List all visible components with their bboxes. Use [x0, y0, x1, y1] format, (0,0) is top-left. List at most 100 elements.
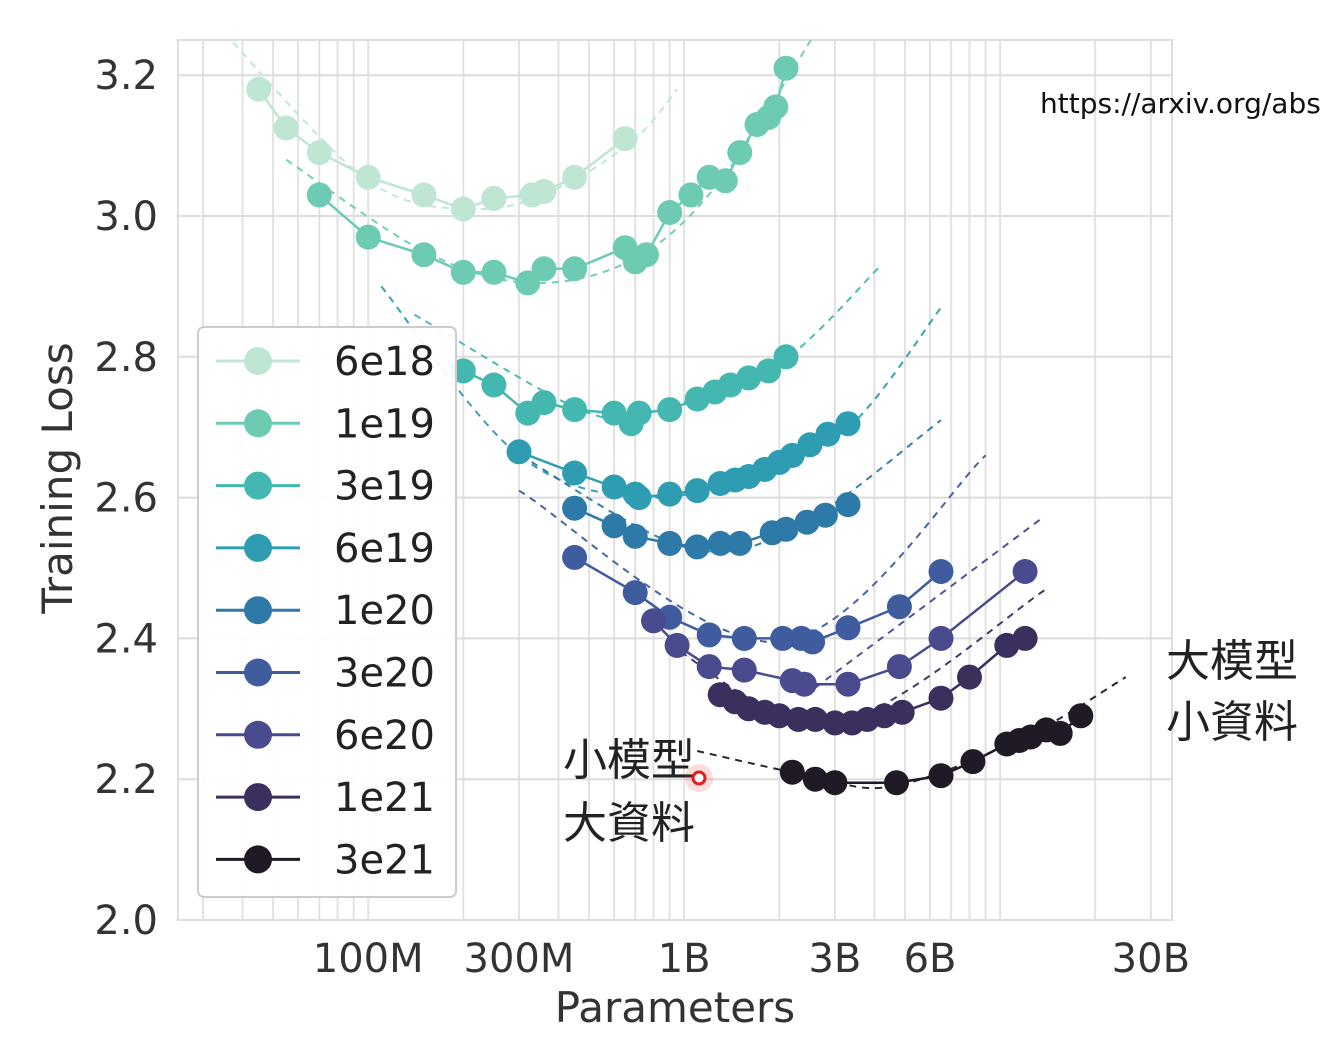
data-point [928, 685, 954, 711]
data-point [626, 485, 652, 511]
x-tick-label: 300M [464, 936, 575, 982]
legend-box [197, 326, 457, 898]
data-point [928, 625, 954, 651]
data-point [562, 164, 588, 190]
data-point [481, 185, 507, 211]
data-point [481, 372, 507, 398]
data-point [531, 178, 557, 204]
annotation-big-model-small-data: 大模型 小資料 [1166, 636, 1298, 748]
data-point [802, 766, 828, 792]
data-point [601, 474, 627, 500]
data-point [835, 671, 861, 697]
data-point [696, 654, 722, 680]
legend-marker [244, 471, 272, 500]
data-point [626, 400, 652, 426]
legend-marker [244, 596, 272, 625]
annotation-line-2: 小資料 [1166, 697, 1298, 748]
data-point [957, 664, 982, 690]
data-point [411, 242, 437, 268]
legend-entry-6e19: 6e19 [216, 526, 435, 572]
plot-frame [177, 39, 1173, 921]
data-point [928, 763, 954, 789]
x-tick-label: 6B [904, 936, 957, 982]
x-tick-label: 30B [1112, 936, 1190, 982]
legend-marker [244, 347, 272, 375]
data-point [791, 671, 817, 697]
legend: 6e18 1e19 3e19 6e19 1e20 3e20 6e20 1e21 3e21 [197, 326, 457, 898]
legend-entry-6e20: 6e20 [216, 713, 435, 759]
legend-label: 3e21 [334, 837, 435, 883]
fit-curve-3e19 [413, 264, 882, 421]
annotation-small-model-big-data: 小模型 大資料 [563, 735, 695, 849]
data-point [822, 710, 848, 736]
data-point [684, 478, 710, 504]
data-point [696, 622, 722, 648]
x-tick-label: 3B [808, 936, 861, 982]
legend-marker [244, 533, 272, 562]
data-point [773, 344, 799, 370]
data-point [812, 502, 838, 528]
data-point [515, 270, 541, 296]
data-point [306, 140, 332, 166]
data-point [1012, 559, 1038, 584]
data-point [411, 182, 437, 208]
data-point [684, 534, 710, 560]
legend-entry-1e19: 1e19 [216, 401, 435, 447]
x-tick-label: 100M [313, 936, 424, 982]
data-point [766, 703, 792, 729]
data-point [779, 759, 805, 785]
legend-label: 6e19 [334, 526, 435, 572]
legend-label: 6e18 [334, 339, 435, 385]
data-point [657, 200, 683, 225]
data-point [835, 492, 861, 518]
data-point [562, 460, 588, 486]
data-point [727, 530, 753, 556]
legend-entry-1e20: 1e20 [216, 588, 435, 634]
legend-marker [244, 720, 272, 749]
data-point [634, 242, 659, 268]
series-3e20 [562, 544, 954, 655]
y-tick-label: 2.4 [94, 616, 158, 662]
data-point [622, 523, 648, 549]
annotation-line-1: 大模型 [1166, 636, 1298, 687]
legend-label: 1e20 [334, 588, 435, 634]
series-3e21 [779, 703, 1094, 796]
data-point [1068, 703, 1094, 729]
legend-entry-3e21: 3e21 [216, 837, 435, 883]
data-point [306, 182, 332, 208]
data-point [1012, 625, 1038, 651]
data-point [355, 164, 381, 190]
legend-marker [244, 783, 272, 812]
data-point [773, 55, 799, 81]
data-point [736, 365, 762, 391]
legend-label: 6e20 [334, 713, 435, 759]
series-1e20 [562, 492, 861, 560]
data-point [246, 76, 272, 102]
data-point [886, 654, 912, 680]
legend-entry-3e20: 3e20 [216, 651, 435, 697]
data-point [1047, 720, 1073, 746]
data-point [712, 168, 738, 194]
legend-label: 1e21 [334, 775, 435, 821]
data-point [928, 559, 954, 584]
data-point [770, 625, 796, 651]
legend-marker [244, 409, 272, 438]
data-point [612, 126, 638, 152]
legend-entry-1e21: 1e21 [216, 775, 435, 821]
data-point [450, 259, 476, 285]
data-point [763, 94, 789, 120]
series-6e20 [641, 559, 1038, 697]
data-point [657, 397, 683, 423]
annotation-line-2: 大資料 [563, 798, 695, 849]
data-point [678, 182, 704, 208]
data-point [450, 358, 476, 384]
series-6e19 [506, 411, 861, 511]
series-6e18 [246, 76, 638, 222]
data-point [802, 706, 828, 732]
data-point [835, 615, 861, 641]
cursor-marker [685, 764, 713, 792]
y-axis-title: Training Loss [33, 342, 82, 614]
data-point [641, 608, 666, 634]
data-point [562, 397, 588, 423]
data-point [731, 657, 757, 683]
